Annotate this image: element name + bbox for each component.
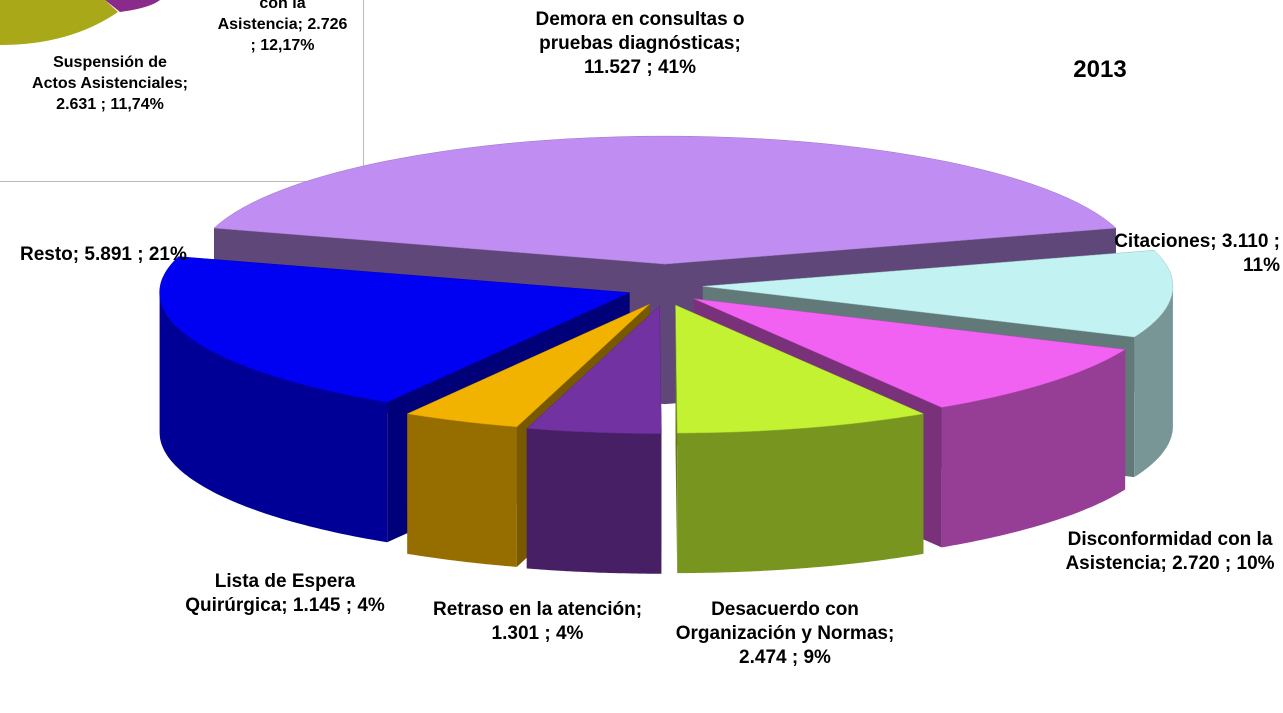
label-category: Citaciones;	[1114, 231, 1217, 252]
slice	[406, 303, 650, 428]
label-value: 2.631 ; 11,74%	[56, 96, 164, 113]
label-value: 1.301 ; 4%	[491, 623, 584, 644]
label-value: 11.527 ; 41%	[584, 57, 696, 78]
label-value: 2.726 ; 12,17%	[250, 16, 348, 54]
label-value: 5.891 ; 21%	[84, 244, 187, 265]
label-category: Resto;	[20, 244, 80, 265]
data-label: con la Asistencia; 2.726 ; 12,17%	[215, 0, 350, 56]
data-label: Disconformidad con la Asistencia; 2.720 …	[1055, 528, 1283, 576]
label-value: 2.720 ; 10%	[1172, 553, 1275, 574]
label-value: 1.145 ; 4%	[292, 595, 385, 616]
slice-wall	[526, 428, 662, 574]
label-category: Lista de Espera Quirúrgica;	[185, 571, 356, 616]
label-category: Demora en consultas o pruebas diagnóstic…	[535, 9, 745, 54]
slice	[526, 305, 662, 434]
data-label: Lista de Espera Quirúrgica; 1.145 ; 4%	[165, 570, 405, 618]
slice	[159, 256, 630, 403]
slice	[702, 250, 1174, 338]
data-label: Citaciones; 3.110 ; 11%	[1080, 230, 1280, 278]
slice	[693, 298, 1126, 408]
data-label: Resto; 5.891 ; 21%	[20, 243, 280, 267]
data-label: Suspensión de Actos Asistenciales; 2.631…	[30, 52, 190, 115]
chart-title: 2013	[1073, 56, 1127, 83]
slice-wall	[407, 413, 517, 567]
slice	[675, 304, 925, 434]
label-category: Desacuerdo con Organización y Normas;	[675, 599, 895, 644]
slice-wall	[677, 413, 924, 574]
slice-wall	[159, 292, 388, 543]
slice	[213, 135, 1117, 265]
label-value: 3.110 ; 11%	[1221, 231, 1280, 276]
data-label: Demora en consultas o pruebas diagnóstic…	[535, 8, 745, 80]
slice	[105, 0, 160, 12]
label-value: 2.474 ; 9%	[739, 647, 831, 668]
label-category: con la Asistencia;	[217, 0, 306, 33]
slice-side	[675, 305, 678, 574]
data-label: Retraso en la atención; 1.301 ; 4%	[430, 598, 645, 646]
slice	[0, 0, 118, 45]
data-label: Desacuerdo con Organización y Normas; 2.…	[670, 598, 900, 670]
slice-wall	[1134, 286, 1173, 478]
label-category: Disconformidad con la Asistencia;	[1065, 529, 1273, 574]
label-category: Retraso en la atención;	[432, 599, 643, 620]
slice-wall	[941, 349, 1126, 548]
inset-frame	[0, 0, 364, 182]
label-category: Suspensión de Actos Asistenciales;	[32, 54, 188, 92]
